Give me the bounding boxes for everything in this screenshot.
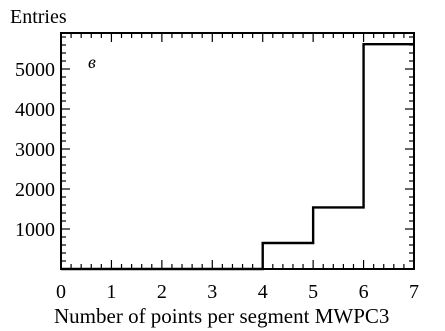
x-tick-labels: 0 1 2 3 4 5 6 7 xyxy=(56,281,419,303)
x-tick-label: 4 xyxy=(258,281,268,303)
y-tick-label: 2000 xyxy=(15,179,55,201)
x-tick-label: 3 xyxy=(207,281,217,303)
x-tick-label: 1 xyxy=(106,281,116,303)
y-tick-label: 4000 xyxy=(15,99,55,121)
x-tick-label: 2 xyxy=(157,281,167,303)
x-tick-label: 0 xyxy=(56,281,66,303)
panel-label: в xyxy=(88,52,96,72)
major-ticks xyxy=(60,33,415,269)
x-tick-label: 7 xyxy=(409,281,419,303)
x-tick-label: 5 xyxy=(308,281,318,303)
histogram-bin xyxy=(313,207,363,269)
y-tick-label: 5000 xyxy=(15,59,55,81)
histogram-bin xyxy=(263,243,313,269)
y-tick-labels: 1000 2000 3000 4000 5000 xyxy=(15,59,55,241)
x-axis-label: Number of points per segment MWPC3 xyxy=(54,304,389,328)
histogram-bins xyxy=(263,44,414,269)
y-tick-label: 3000 xyxy=(15,139,55,161)
y-tick-label: 1000 xyxy=(15,219,55,241)
histogram-bin xyxy=(364,44,414,269)
x-tick-label: 6 xyxy=(359,281,369,303)
y-axis-label: Entries xyxy=(10,6,67,28)
histogram-series-line xyxy=(61,43,414,271)
